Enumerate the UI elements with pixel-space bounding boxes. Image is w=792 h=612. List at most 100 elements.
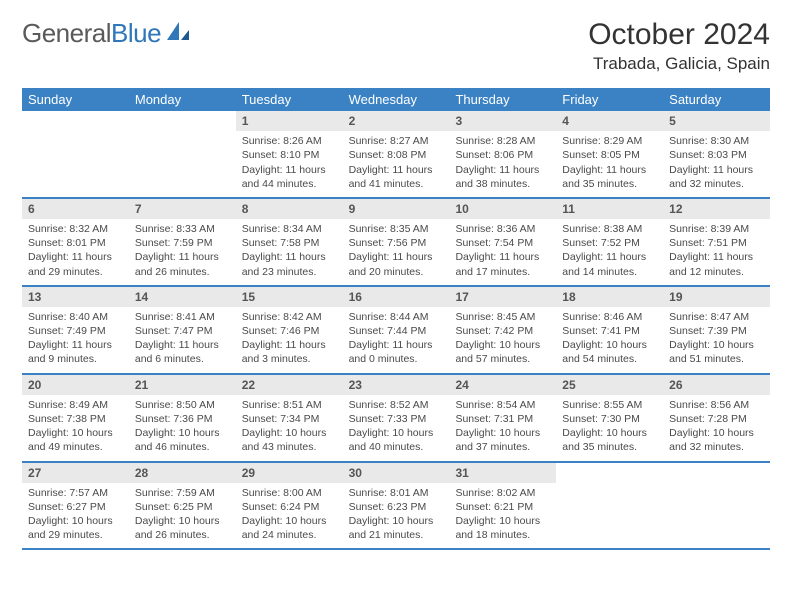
sunset-text: Sunset: 7:28 PM (669, 412, 764, 426)
day-cell: 28Sunrise: 7:59 AMSunset: 6:25 PMDayligh… (129, 463, 236, 549)
weekday-header: Thursday (449, 88, 556, 111)
day-number: 26 (663, 375, 770, 395)
day-body: Sunrise: 8:49 AMSunset: 7:38 PMDaylight:… (22, 395, 129, 461)
daylight-text: Daylight: 10 hours and 54 minutes. (562, 338, 657, 366)
day-number: 2 (343, 111, 450, 131)
daylight-text: Daylight: 11 hours and 35 minutes. (562, 163, 657, 191)
day-body: Sunrise: 8:51 AMSunset: 7:34 PMDaylight:… (236, 395, 343, 461)
sunrise-text: Sunrise: 8:40 AM (28, 310, 123, 324)
sunrise-text: Sunrise: 8:42 AM (242, 310, 337, 324)
sunset-text: Sunset: 7:56 PM (349, 236, 444, 250)
location-label: Trabada, Galicia, Spain (588, 54, 770, 74)
daylight-text: Daylight: 10 hours and 32 minutes. (669, 426, 764, 454)
sunset-text: Sunset: 7:34 PM (242, 412, 337, 426)
sunrise-text: Sunrise: 8:32 AM (28, 222, 123, 236)
day-number: 9 (343, 199, 450, 219)
day-body: Sunrise: 8:26 AMSunset: 8:10 PMDaylight:… (236, 131, 343, 197)
logo: GeneralBlue (22, 18, 191, 49)
sunrise-text: Sunrise: 8:44 AM (349, 310, 444, 324)
day-number: 4 (556, 111, 663, 131)
day-number: 18 (556, 287, 663, 307)
sunrise-text: Sunrise: 8:49 AM (28, 398, 123, 412)
day-number: 28 (129, 463, 236, 483)
day-number: 24 (449, 375, 556, 395)
title-block: October 2024 Trabada, Galicia, Spain (588, 18, 770, 74)
sunrise-text: Sunrise: 8:35 AM (349, 222, 444, 236)
sunrise-text: Sunrise: 8:41 AM (135, 310, 230, 324)
sunrise-text: Sunrise: 7:57 AM (28, 486, 123, 500)
day-body: Sunrise: 8:47 AMSunset: 7:39 PMDaylight:… (663, 307, 770, 373)
day-number: 30 (343, 463, 450, 483)
day-cell: 1Sunrise: 8:26 AMSunset: 8:10 PMDaylight… (236, 111, 343, 197)
weekday-header: Wednesday (343, 88, 450, 111)
daylight-text: Daylight: 11 hours and 14 minutes. (562, 250, 657, 278)
day-cell: 18Sunrise: 8:46 AMSunset: 7:41 PMDayligh… (556, 287, 663, 373)
day-cell: 26Sunrise: 8:56 AMSunset: 7:28 PMDayligh… (663, 375, 770, 461)
daylight-text: Daylight: 11 hours and 23 minutes. (242, 250, 337, 278)
logo-text: GeneralBlue (22, 18, 161, 49)
day-number: 29 (236, 463, 343, 483)
day-number: 7 (129, 199, 236, 219)
day-cell: 7Sunrise: 8:33 AMSunset: 7:59 PMDaylight… (129, 199, 236, 285)
day-body: Sunrise: 8:41 AMSunset: 7:47 PMDaylight:… (129, 307, 236, 373)
sunset-text: Sunset: 7:58 PM (242, 236, 337, 250)
sunrise-text: Sunrise: 8:26 AM (242, 134, 337, 148)
sunset-text: Sunset: 8:03 PM (669, 148, 764, 162)
day-body: Sunrise: 8:27 AMSunset: 8:08 PMDaylight:… (343, 131, 450, 197)
daylight-text: Daylight: 10 hours and 35 minutes. (562, 426, 657, 454)
day-number: 31 (449, 463, 556, 483)
sunset-text: Sunset: 7:52 PM (562, 236, 657, 250)
weekday-header: Tuesday (236, 88, 343, 111)
sunset-text: Sunset: 7:30 PM (562, 412, 657, 426)
sunrise-text: Sunrise: 8:46 AM (562, 310, 657, 324)
daylight-text: Daylight: 11 hours and 0 minutes. (349, 338, 444, 366)
sunrise-text: Sunrise: 8:30 AM (669, 134, 764, 148)
day-body: Sunrise: 8:36 AMSunset: 7:54 PMDaylight:… (449, 219, 556, 285)
sunset-text: Sunset: 8:05 PM (562, 148, 657, 162)
daylight-text: Daylight: 11 hours and 41 minutes. (349, 163, 444, 191)
sunrise-text: Sunrise: 8:01 AM (349, 486, 444, 500)
day-cell: 9Sunrise: 8:35 AMSunset: 7:56 PMDaylight… (343, 199, 450, 285)
sunset-text: Sunset: 7:33 PM (349, 412, 444, 426)
sunset-text: Sunset: 7:36 PM (135, 412, 230, 426)
day-cell: 16Sunrise: 8:44 AMSunset: 7:44 PMDayligh… (343, 287, 450, 373)
day-cell: 11Sunrise: 8:38 AMSunset: 7:52 PMDayligh… (556, 199, 663, 285)
day-number: 13 (22, 287, 129, 307)
daylight-text: Daylight: 10 hours and 57 minutes. (455, 338, 550, 366)
sunrise-text: Sunrise: 8:29 AM (562, 134, 657, 148)
day-body: Sunrise: 7:59 AMSunset: 6:25 PMDaylight:… (129, 483, 236, 549)
sunset-text: Sunset: 7:59 PM (135, 236, 230, 250)
daylight-text: Daylight: 10 hours and 51 minutes. (669, 338, 764, 366)
daylight-text: Daylight: 10 hours and 29 minutes. (28, 514, 123, 542)
daylight-text: Daylight: 11 hours and 38 minutes. (455, 163, 550, 191)
day-cell: 24Sunrise: 8:54 AMSunset: 7:31 PMDayligh… (449, 375, 556, 461)
sunset-text: Sunset: 7:38 PM (28, 412, 123, 426)
sunrise-text: Sunrise: 8:54 AM (455, 398, 550, 412)
day-number: 8 (236, 199, 343, 219)
day-body: Sunrise: 8:00 AMSunset: 6:24 PMDaylight:… (236, 483, 343, 549)
sunrise-text: Sunrise: 8:38 AM (562, 222, 657, 236)
day-body: Sunrise: 8:34 AMSunset: 7:58 PMDaylight:… (236, 219, 343, 285)
sunset-text: Sunset: 7:39 PM (669, 324, 764, 338)
daylight-text: Daylight: 11 hours and 32 minutes. (669, 163, 764, 191)
day-body: Sunrise: 8:39 AMSunset: 7:51 PMDaylight:… (663, 219, 770, 285)
day-body: Sunrise: 7:57 AMSunset: 6:27 PMDaylight:… (22, 483, 129, 549)
sunset-text: Sunset: 8:06 PM (455, 148, 550, 162)
header: GeneralBlue October 2024 Trabada, Galici… (22, 18, 770, 74)
sunrise-text: Sunrise: 8:36 AM (455, 222, 550, 236)
sunrise-text: Sunrise: 7:59 AM (135, 486, 230, 500)
day-cell: 3Sunrise: 8:28 AMSunset: 8:06 PMDaylight… (449, 111, 556, 197)
sunset-text: Sunset: 7:51 PM (669, 236, 764, 250)
sunset-text: Sunset: 8:10 PM (242, 148, 337, 162)
day-cell: 0 (129, 111, 236, 197)
day-body: Sunrise: 8:33 AMSunset: 7:59 PMDaylight:… (129, 219, 236, 285)
day-cell: 2Sunrise: 8:27 AMSunset: 8:08 PMDaylight… (343, 111, 450, 197)
day-cell: 5Sunrise: 8:30 AMSunset: 8:03 PMDaylight… (663, 111, 770, 197)
day-number: 23 (343, 375, 450, 395)
sunrise-text: Sunrise: 8:39 AM (669, 222, 764, 236)
weekday-header: Sunday (22, 88, 129, 111)
day-body: Sunrise: 8:01 AMSunset: 6:23 PMDaylight:… (343, 483, 450, 549)
sunset-text: Sunset: 8:01 PM (28, 236, 123, 250)
week-row: 20Sunrise: 8:49 AMSunset: 7:38 PMDayligh… (22, 375, 770, 463)
sunrise-text: Sunrise: 8:50 AM (135, 398, 230, 412)
